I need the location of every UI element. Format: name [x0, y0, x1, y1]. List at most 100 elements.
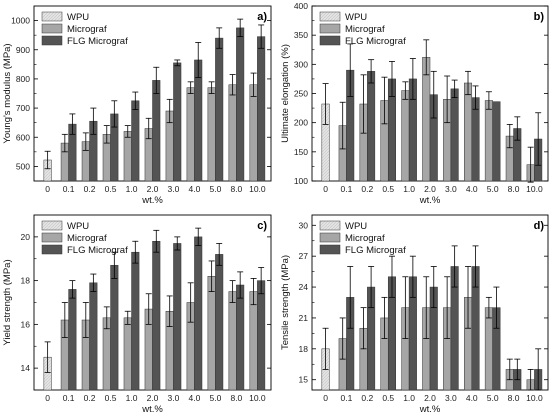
- legend-swatch: [319, 220, 341, 231]
- x-tick-label: 0.1: [341, 184, 353, 194]
- bar-flg-micrograf: [110, 265, 119, 391]
- x-tick-label: 0: [323, 393, 328, 403]
- bar-micrograf: [228, 291, 237, 391]
- panel-label: d): [534, 220, 545, 232]
- legend-label: Micrograf: [67, 24, 107, 35]
- legend-swatch: [41, 232, 63, 243]
- y-tick-label: 700: [16, 103, 30, 113]
- x-tick-label: 0.2: [84, 184, 96, 194]
- x-tick-label: 2.0: [424, 184, 436, 194]
- y-tick-label: 1000: [11, 16, 30, 26]
- x-tick-label: 0.2: [84, 393, 96, 403]
- bar-flg-micrograf: [367, 71, 376, 182]
- bar-flg-micrograf: [257, 36, 266, 182]
- x-tick-label: 0.1: [341, 393, 353, 403]
- legend-label: FLG Micrograf: [345, 36, 406, 47]
- legend-label: Micrograf: [345, 24, 385, 35]
- y-tick-label: 20: [21, 232, 31, 242]
- bar-micrograf: [422, 57, 431, 182]
- x-tick-label: 1.0: [403, 184, 415, 194]
- panel-label: b): [534, 11, 545, 23]
- x-tick-label: 4.0: [466, 184, 478, 194]
- x-tick-label: 5.0: [487, 393, 499, 403]
- x-tick-label: 0.1: [63, 184, 75, 194]
- y-tick-label: 200: [294, 118, 308, 128]
- y-tick-label: 600: [16, 132, 30, 142]
- bar-flg-micrograf: [194, 59, 203, 182]
- y-tick-label: 18: [21, 276, 31, 286]
- x-axis-label: wt.%: [419, 195, 441, 206]
- legend-label: WPU: [67, 221, 89, 232]
- x-tick-label: 0.5: [382, 184, 394, 194]
- y-tick-label: 400: [294, 1, 308, 11]
- bar-micrograf: [228, 84, 237, 182]
- y-tick-label: 800: [16, 74, 30, 84]
- bar-micrograf: [249, 84, 258, 182]
- bar-flg-micrograf: [173, 62, 182, 182]
- bar-flg-micrograf: [131, 100, 140, 182]
- bar-flg-micrograf: [152, 241, 161, 391]
- bar-flg-micrograf: [68, 289, 77, 391]
- legend-swatch: [319, 35, 341, 46]
- y-tick-label: 27: [299, 251, 309, 261]
- x-tick-label: 0.5: [105, 393, 117, 403]
- bar-micrograf: [186, 87, 195, 182]
- x-tick-label: 2.0: [147, 393, 159, 403]
- x-tick-label: 1.0: [126, 393, 138, 403]
- legend-label: Micrograf: [345, 233, 385, 244]
- x-tick-label: 2.0: [424, 393, 436, 403]
- x-axis-label: wt.%: [141, 195, 163, 206]
- panel-label: c): [257, 220, 267, 232]
- x-tick-label: 4.0: [189, 184, 201, 194]
- x-tick-label: 5.0: [210, 393, 222, 403]
- legend-swatch: [41, 244, 63, 255]
- legend-swatch: [319, 244, 341, 255]
- x-tick-label: 3.0: [445, 393, 457, 403]
- legend-label: Micrograf: [67, 233, 107, 244]
- legend-swatch: [41, 23, 63, 34]
- x-tick-label: 10.0: [249, 184, 266, 194]
- bar-flg-micrograf: [236, 27, 245, 182]
- x-tick-label: 5.0: [210, 184, 222, 194]
- x-tick-label: 0: [45, 393, 50, 403]
- x-tick-label: 10.0: [249, 393, 266, 403]
- bar-micrograf: [401, 90, 410, 182]
- bar-flg-micrograf: [173, 243, 182, 391]
- x-tick-label: 2.0: [147, 184, 159, 194]
- bar-micrograf: [123, 317, 132, 391]
- x-tick-label: 4.0: [189, 393, 201, 403]
- bar-flg-micrograf: [89, 282, 98, 391]
- bar-flg-micrograf: [471, 97, 480, 182]
- y-axis-label: Ultimate elongation (%): [280, 44, 291, 143]
- x-tick-label: 10.0: [526, 184, 543, 194]
- y-tick-label: 24: [299, 282, 309, 292]
- legend-label: WPU: [345, 12, 367, 23]
- legend-swatch: [41, 220, 63, 231]
- y-tick-label: 300: [294, 59, 308, 69]
- chart-panel-0: 500 600 700 800 900 1000 0 0.1 0.2 0.5 1.0 2.0 3.0 4.…: [2, 5, 272, 206]
- x-tick-label: 0.5: [105, 184, 117, 194]
- y-tick-label: 30: [299, 220, 309, 230]
- bar-flg-micrograf: [492, 101, 501, 182]
- x-tick-label: 4.0: [466, 393, 478, 403]
- legend-label: FLG Micrograf: [67, 245, 128, 256]
- y-tick-label: 900: [16, 45, 30, 55]
- legend-swatch: [319, 23, 341, 34]
- y-tick-label: 500: [16, 161, 30, 171]
- y-tick-label: 16: [21, 319, 31, 329]
- y-axis-label: Young's modulus (MPa): [2, 43, 13, 143]
- y-axis-label: Yield strength (MPa): [2, 259, 13, 345]
- bar-flg-micrograf: [450, 88, 459, 182]
- x-tick-label: 0.5: [382, 393, 394, 403]
- y-tick-label: 15: [299, 375, 309, 385]
- x-tick-label: 8.0: [508, 393, 520, 403]
- bar-micrograf: [484, 307, 493, 391]
- legend-swatch: [41, 35, 63, 46]
- x-tick-label: 0: [45, 184, 50, 194]
- x-tick-label: 3.0: [168, 184, 180, 194]
- y-tick-label: 250: [294, 89, 308, 99]
- x-tick-label: 0: [323, 184, 328, 194]
- bar-micrograf: [484, 100, 493, 182]
- x-tick-label: 3.0: [445, 184, 457, 194]
